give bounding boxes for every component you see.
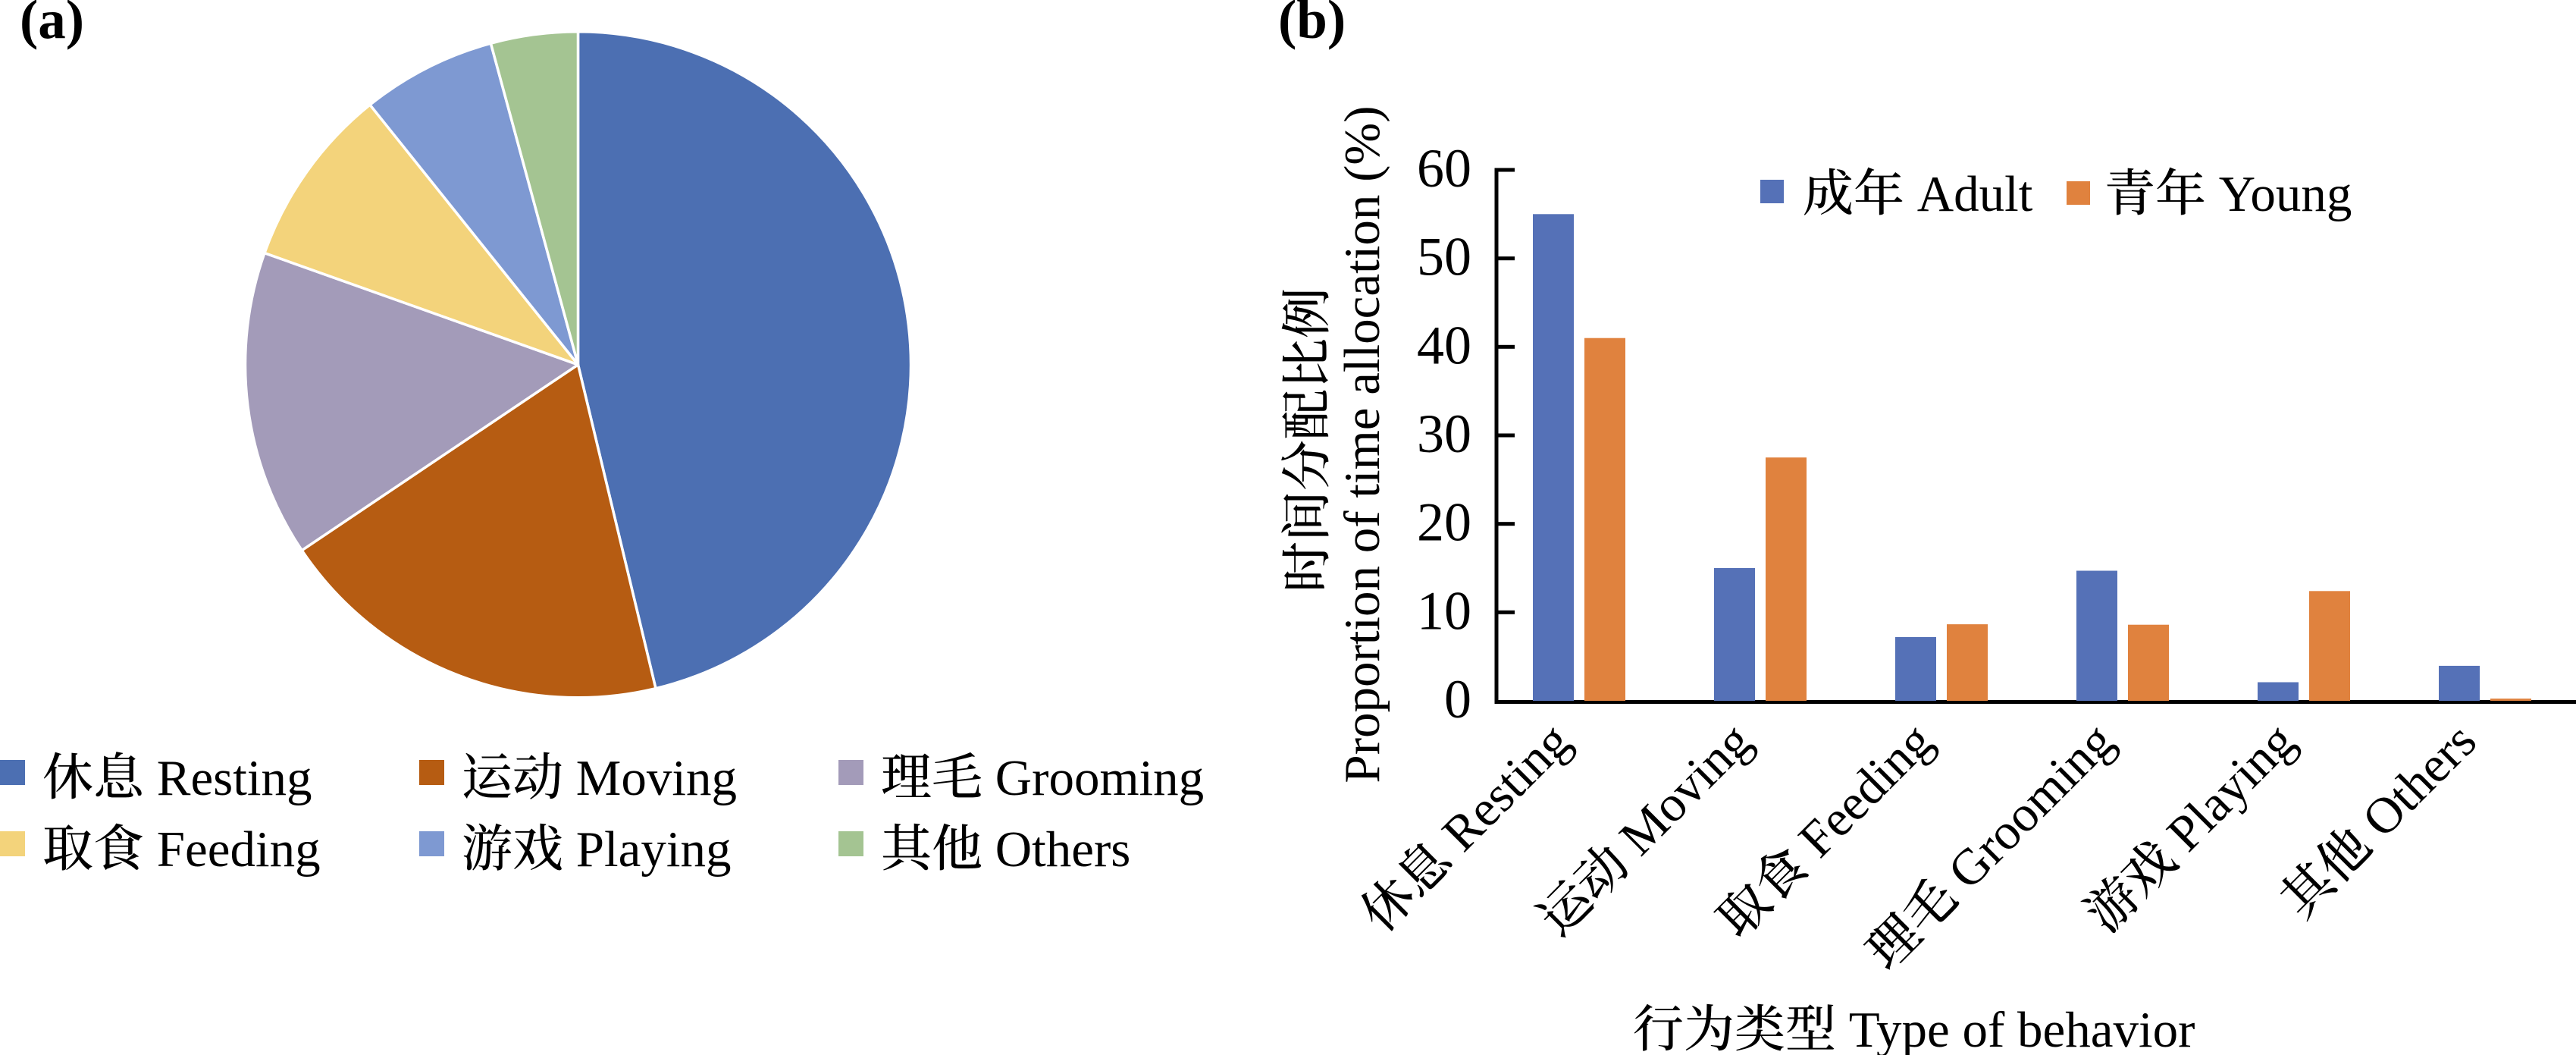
svg-text:Proportion of time allocation: Proportion of time allocation (%) bbox=[1334, 105, 1390, 783]
svg-text:Resting: Resting bbox=[144, 750, 312, 806]
svg-text:(a): (a) bbox=[20, 0, 84, 50]
svg-text:Moving: Moving bbox=[563, 750, 737, 806]
svg-text:Feeding: Feeding bbox=[144, 821, 321, 878]
svg-text:10: 10 bbox=[1417, 580, 1471, 641]
svg-text:50: 50 bbox=[1417, 227, 1471, 287]
svg-text:Young: Young bbox=[2206, 166, 2352, 222]
svg-text:Grooming: Grooming bbox=[982, 750, 1204, 806]
svg-text:(b): (b) bbox=[1278, 0, 1346, 50]
svg-text:Others: Others bbox=[982, 821, 1130, 878]
svg-text:Type of behavior: Type of behavior bbox=[1836, 1002, 2195, 1055]
svg-text:20: 20 bbox=[1417, 492, 1471, 553]
svg-text:Playing: Playing bbox=[563, 821, 731, 878]
svg-text:30: 30 bbox=[1417, 403, 1471, 464]
svg-text:40: 40 bbox=[1417, 315, 1471, 375]
svg-text:60: 60 bbox=[1417, 138, 1471, 199]
svg-text:0: 0 bbox=[1444, 669, 1471, 730]
svg-text:Adult: Adult bbox=[1904, 166, 2033, 222]
